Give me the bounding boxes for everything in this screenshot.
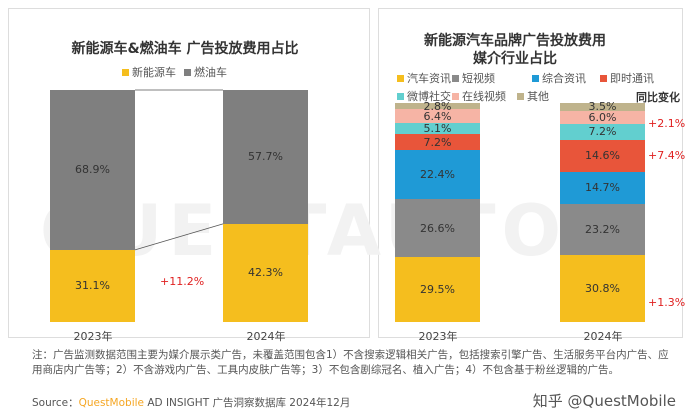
legend-item: 即时通讯 — [600, 70, 654, 86]
bar-segment: 5.1% — [395, 122, 480, 135]
bar-segment: 6.0% — [560, 110, 645, 124]
legend-swatch — [122, 68, 129, 76]
change-annotation: +11.2% — [160, 275, 205, 288]
legend-item: 综合资讯 — [532, 70, 586, 86]
bar-segment: 2.8% — [395, 100, 480, 113]
x-tick-label: 2024年 — [246, 330, 286, 343]
bar-segment: 30.8% — [560, 254, 645, 322]
legend-label: 综合资讯 — [542, 72, 586, 85]
yoy-change: +7.4% — [648, 148, 686, 162]
legend-swatch — [517, 92, 524, 100]
x-tick-label: 2023年 — [418, 330, 458, 343]
bar-segment: 3.5% — [560, 100, 645, 113]
bar-segment: 14.7% — [560, 171, 645, 204]
footer-watermark: 知乎 @QuestMobile — [532, 392, 676, 410]
legend-swatch — [532, 74, 539, 82]
legend-item: 短视频 — [452, 70, 495, 86]
legend-label: 在线视频 — [462, 90, 506, 103]
left-chart-title: 新能源车&燃油车 广告投放费用占比 — [71, 41, 299, 57]
bar-segment: 7.2% — [560, 123, 645, 140]
legend-item: 微博社交 — [397, 88, 451, 104]
legend-swatch — [600, 74, 607, 82]
footnote: 注：广告监测数据范围主要为媒介展示类广告，未覆盖范围包含1）不含搜索逻辑相关广告… — [32, 349, 669, 376]
legend-item: 汽车资讯 — [397, 70, 451, 86]
bar-segment: 6.4% — [395, 109, 480, 124]
yoy-change: +2.1% — [648, 116, 686, 130]
bar-segment: 14.6% — [560, 139, 645, 172]
legend-swatch — [397, 92, 404, 100]
bar-segment: 68.9% — [50, 90, 135, 250]
source-label: Source： — [32, 397, 79, 409]
bar-segment: 23.2% — [560, 203, 645, 255]
legend-swatch — [184, 68, 191, 76]
source-brand: QuestMobile — [78, 397, 144, 409]
title-line2: 媒介行业占比 — [473, 51, 557, 67]
x-tick-label: 2023年 — [73, 330, 113, 343]
source-line: Source：QuestMobile AD INSIGHT 广告洞察数据库 20… — [32, 395, 350, 410]
legend-label: 燃油车 — [194, 66, 227, 79]
title-line1: 新能源汽车品牌广告投放费用 — [424, 33, 606, 49]
bar-segment: 31.1% — [50, 249, 135, 322]
bar-segment: 57.7% — [223, 90, 308, 224]
source-text: AD INSIGHT 广告洞察数据库 2024年12月 — [144, 397, 351, 409]
legend-label: 新能源车 — [132, 66, 176, 79]
legend-label: 微博社交 — [407, 90, 451, 103]
bar-segment: 26.6% — [395, 199, 480, 258]
legend-swatch — [452, 74, 459, 82]
yoy-title: 同比变化 — [636, 91, 680, 104]
bar-segment: 29.5% — [395, 257, 480, 322]
legend-label: 汽车资讯 — [407, 72, 451, 85]
bar-segment: 42.3% — [223, 223, 308, 322]
legend-swatch — [397, 74, 404, 82]
legend-label: 短视频 — [462, 72, 495, 85]
bar-segment: 7.2% — [395, 134, 480, 151]
legend-item: 其他 — [517, 88, 549, 104]
legend-label: 其他 — [527, 90, 549, 103]
bar-segment: 22.4% — [395, 150, 480, 200]
yoy-change: +1.3% — [648, 296, 686, 310]
legend-label: 即时通讯 — [610, 72, 654, 85]
legend-item: 在线视频 — [452, 88, 506, 104]
right-chart-title: 新能源汽车品牌广告投放费用 媒介行业占比 — [385, 32, 645, 68]
left-legend: 新能源车 燃油车 — [122, 64, 227, 80]
x-tick-label: 2024年 — [583, 330, 623, 343]
legend-swatch — [452, 92, 459, 100]
